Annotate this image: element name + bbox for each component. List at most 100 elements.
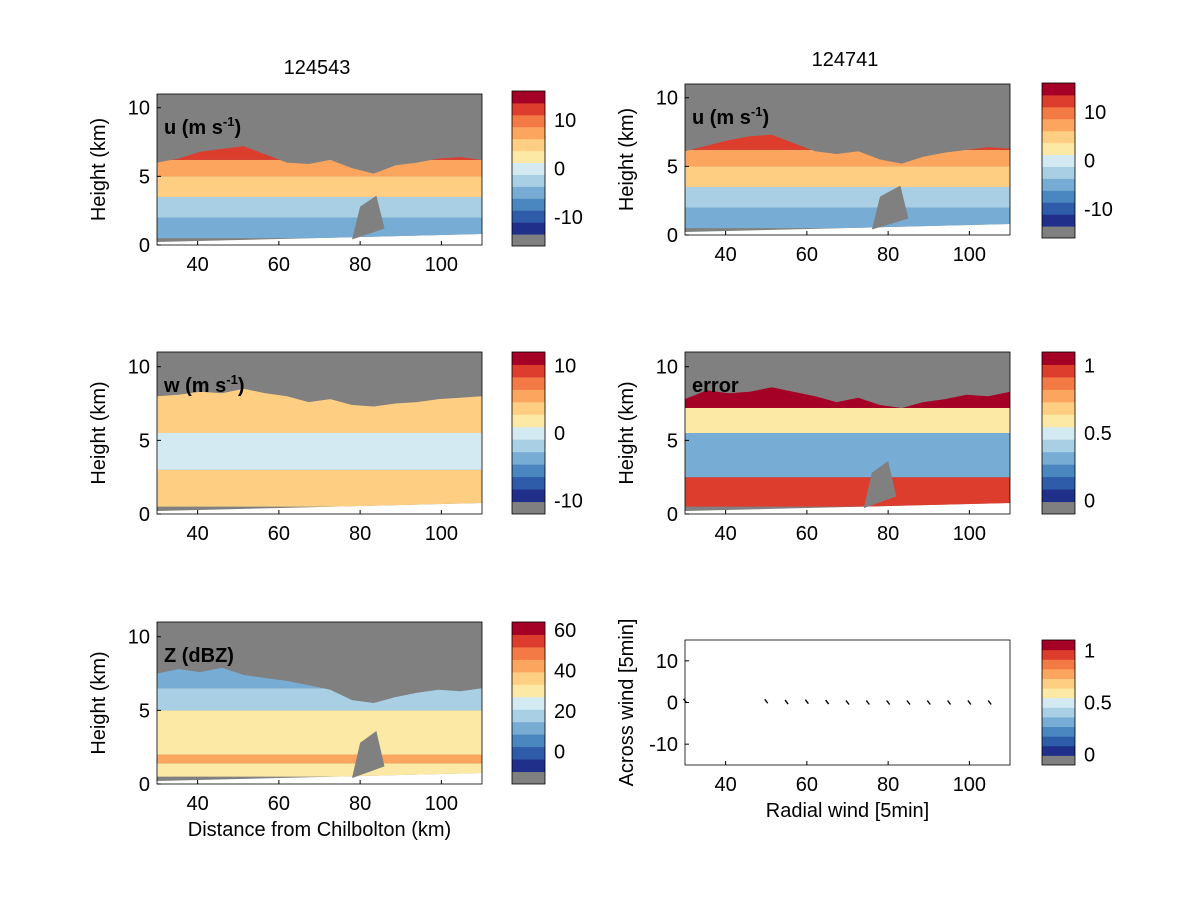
colorbar-swatch xyxy=(1042,166,1075,179)
cloud-gap xyxy=(871,185,909,230)
field-layer xyxy=(685,407,1010,433)
cloud-gap xyxy=(863,460,897,509)
colorbar-frame xyxy=(511,621,546,785)
x-tick-label: 40 xyxy=(187,523,209,545)
colorbar-tick-label: 60 xyxy=(554,620,576,642)
x-tick-label: 100 xyxy=(953,244,986,266)
y-tick-label: 10 xyxy=(128,627,150,649)
y-tick-label: 0 xyxy=(667,225,678,247)
colorbar-swatch xyxy=(1042,376,1075,390)
panel-label: w (m s-1) xyxy=(163,372,244,397)
wind-vector xyxy=(906,700,911,705)
field-layer xyxy=(157,710,482,755)
y-tick-label: 0 xyxy=(139,235,150,257)
colorbar-swatch xyxy=(1042,118,1075,132)
colorbar-frame xyxy=(511,351,546,515)
colorbar: 10 0 -10 xyxy=(511,351,583,515)
title-left: 124543 xyxy=(284,57,351,79)
colorbar-swatch xyxy=(1042,745,1075,756)
colorbar-swatch xyxy=(512,439,545,453)
x-tick-label: 40 xyxy=(187,254,209,276)
colorbar-swatch xyxy=(1042,688,1075,699)
wind-vector xyxy=(825,699,830,705)
colorbar-swatch xyxy=(1042,640,1075,651)
colorbar-swatch xyxy=(1042,451,1075,465)
colorbar: 10 0 -10 xyxy=(1041,82,1113,239)
x-tick-label: 80 xyxy=(877,244,899,266)
colorbar-tick-label: -10 xyxy=(554,491,583,513)
colorbar-tick-label: 10 xyxy=(1084,102,1106,124)
below-horizon xyxy=(685,224,1010,235)
colorbar-swatch xyxy=(512,451,545,465)
colorbar-swatch xyxy=(1042,214,1075,227)
wind-vector xyxy=(886,700,891,705)
x-tick-label: 80 xyxy=(349,523,371,545)
colorbar-swatch xyxy=(512,174,545,187)
x-tick-label: 60 xyxy=(796,244,818,266)
colorbar-tick-label: 0 xyxy=(1084,745,1095,767)
field-layer xyxy=(157,763,482,777)
colorbar-swatch xyxy=(512,659,545,673)
colorbar-missing-swatch xyxy=(1042,501,1075,514)
colorbar-swatch xyxy=(512,364,545,378)
colorbar-swatch xyxy=(512,150,545,164)
x-tick-label: 100 xyxy=(953,774,986,796)
colorbar-tick-label: 1 xyxy=(1084,640,1095,662)
wind-vector xyxy=(926,700,931,705)
colorbar-tick-label: 0.5 xyxy=(1084,693,1112,715)
colorbar-swatch xyxy=(512,222,545,235)
x-tick-label: 60 xyxy=(268,254,290,276)
colorbar-frame xyxy=(1041,639,1076,766)
colorbar-swatch xyxy=(512,476,545,490)
cloud-gap xyxy=(352,730,385,779)
colorbar: 10.50 xyxy=(1041,639,1112,767)
x-tick-label: 60 xyxy=(268,523,290,545)
field-layer xyxy=(157,469,482,507)
y-tick-label: 0 xyxy=(139,774,150,796)
colorbar-swatch xyxy=(512,401,545,415)
y-tick-label: 5 xyxy=(667,156,678,178)
colorbar-tick-label: -10 xyxy=(1084,199,1113,221)
wind-vector xyxy=(865,700,870,705)
colorbar-tick-label: 20 xyxy=(554,701,576,723)
colorbar-swatch xyxy=(512,162,545,175)
colorbar-swatch xyxy=(1042,401,1075,415)
colorbar-swatch xyxy=(1042,94,1075,108)
plot-frame xyxy=(156,621,483,785)
colorbar-swatch xyxy=(1042,83,1075,96)
y-tick-label: 5 xyxy=(139,700,150,722)
field-w_left xyxy=(157,388,482,507)
colorbar: 10 0 -10 xyxy=(511,90,583,247)
colorbar-tick-label: 40 xyxy=(554,661,576,683)
colorbar-swatch xyxy=(512,721,545,735)
colorbar-swatch xyxy=(512,684,545,698)
colorbar-swatch xyxy=(1042,142,1075,156)
colorbar-tick-label: 0 xyxy=(1084,491,1095,513)
x-tick-label: 80 xyxy=(349,254,371,276)
colorbar-swatch xyxy=(512,102,545,116)
plot-frame xyxy=(684,83,1011,236)
colorbar-tick-label: 0 xyxy=(554,159,565,181)
colorbar-tick-label: 1 xyxy=(1084,356,1095,378)
x-tick-label: 100 xyxy=(953,523,986,545)
colorbar-swatch xyxy=(1042,668,1075,679)
cloud-gap xyxy=(352,195,385,240)
below-horizon xyxy=(157,234,482,245)
field-layer xyxy=(157,433,482,470)
wind-vector xyxy=(967,700,972,705)
x-tick-label: 40 xyxy=(715,523,737,545)
colorbar-swatch xyxy=(1042,489,1075,503)
y-tick-label: 10 xyxy=(656,651,678,673)
colorbar-swatch xyxy=(512,114,545,128)
x-tick-label: 40 xyxy=(715,244,737,266)
x-tick-label: 60 xyxy=(796,523,818,545)
colorbar-swatch xyxy=(512,709,545,723)
colorbar-swatch xyxy=(512,634,545,648)
below-horizon xyxy=(157,503,482,514)
